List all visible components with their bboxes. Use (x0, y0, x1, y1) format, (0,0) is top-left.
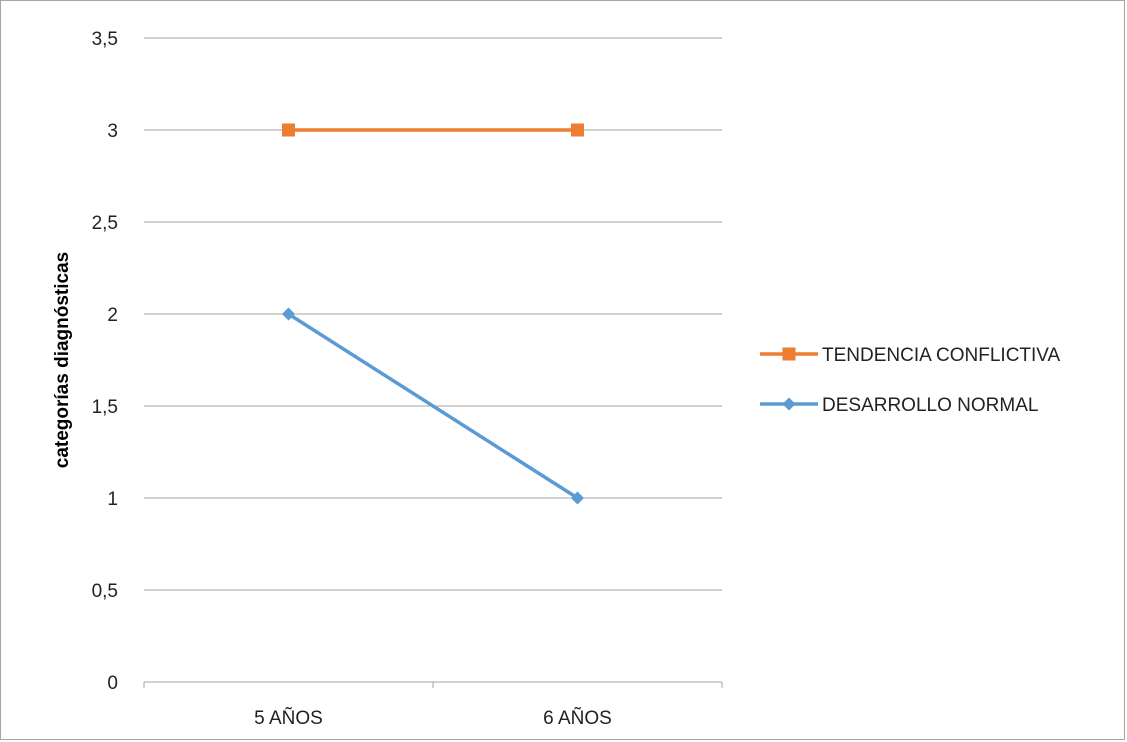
series-line (287, 312, 579, 500)
y-axis-tick-labels: 0 0,5 1 1,5 2 2,5 3 3,5 (92, 29, 118, 694)
y-tick-label: 1,5 (92, 397, 118, 418)
legend-label: DESARROLLO NORMAL (822, 395, 1038, 416)
data-point (282, 307, 295, 321)
legend-marker (782, 347, 796, 361)
x-tick-label: 5 AÑOS (254, 707, 323, 729)
x-axis (143, 681, 723, 688)
y-tick-label: 3 (107, 121, 118, 142)
series-layer (282, 123, 584, 505)
legend-label: TENDENCIA CONFLICTIVA (822, 345, 1061, 366)
x-axis-tick-labels: 5 AÑOS 6 AÑOS (254, 707, 612, 729)
x-tick-label: 6 AÑOS (543, 707, 612, 729)
gridlines (144, 37, 722, 591)
y-tick-label: 0,5 (92, 581, 118, 602)
y-tick-label: 2,5 (92, 213, 118, 234)
y-tick-label: 0 (107, 673, 118, 694)
data-point (571, 123, 584, 137)
y-tick-label: 3,5 (92, 29, 118, 50)
legend-marker (782, 397, 796, 411)
y-tick-label: 2 (107, 305, 118, 326)
y-tick-label: 1 (107, 489, 118, 510)
data-point (571, 491, 584, 505)
legend: TENDENCIA CONFLICTIVA DESARROLLO NORMAL (760, 345, 1061, 416)
data-point (282, 123, 295, 137)
y-axis-title: categorías diagnósticas (52, 252, 73, 468)
